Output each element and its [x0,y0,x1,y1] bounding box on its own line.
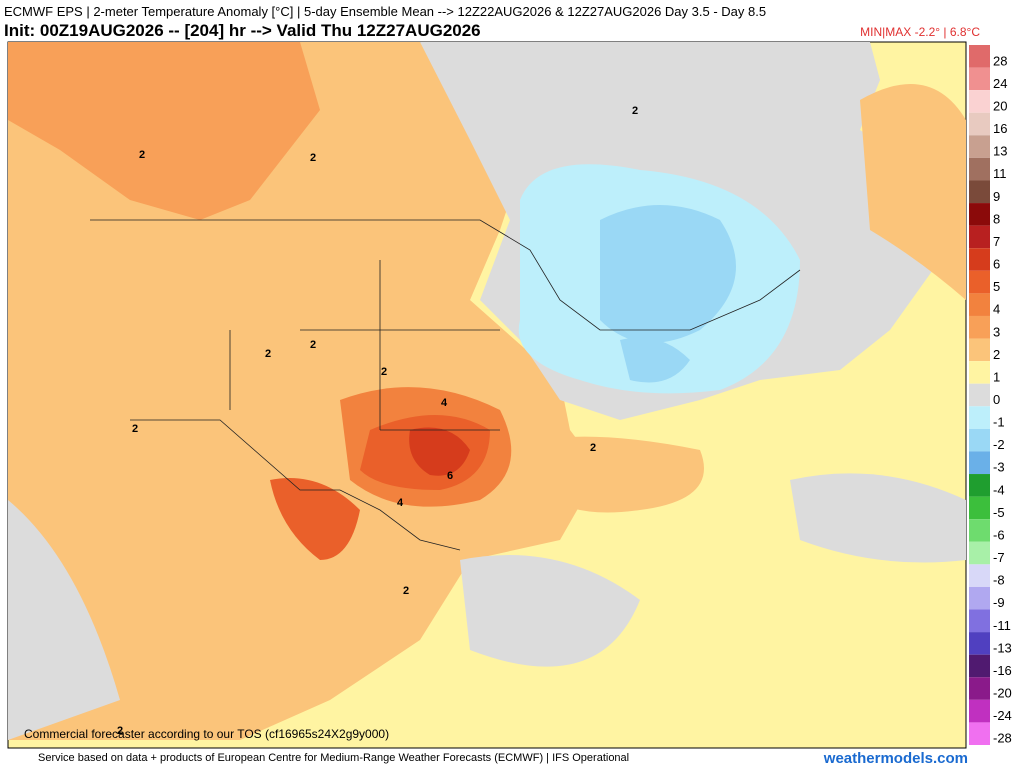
colorbar-label: -16 [993,663,1012,678]
colorbar-swatch [969,677,990,700]
contour-label: 2 [310,339,316,351]
colorbar-label: 20 [993,98,1007,113]
anomaly-fields [8,42,966,740]
subtitle: Init: 00Z19AUG2026 -- [204] hr --> Valid… [4,21,481,40]
contour-label: 2 [403,585,409,597]
brand[interactable]: weathermodels.com [823,750,968,767]
colorbar-label: 24 [993,76,1007,91]
colorbar-swatch [969,722,990,745]
colorbar: 28 24 20 16 13 11 9 8 7 6 5 4 3 2 1 0 -1 -2 -3 -4 -5 -6 -7 -8 -9… [969,45,1012,746]
min-max: MIN|MAX -2.2° | 6.8°C [860,25,980,39]
colorbar-label: 7 [993,234,1000,249]
colorbar-swatch [969,586,990,610]
colorbar-label: 3 [993,324,1000,339]
colorbar-label: -8 [993,573,1005,588]
colorbar-swatch [969,135,990,158]
contour-label: 4 [441,397,448,409]
footer-credit: Service based on data + products of Euro… [38,752,630,764]
contour-label: 2 [590,442,596,454]
colorbar-swatch [969,564,990,587]
colorbar-label: 16 [993,121,1007,136]
colorbar-swatch [969,383,990,407]
contour-label: 6 [447,470,453,482]
contour-label: 2 [381,366,387,378]
colorbar-swatch [969,519,990,542]
colorbar-label: -9 [993,595,1005,610]
colorbar-label: 4 [993,302,1000,317]
colorbar-swatch [969,203,990,226]
colorbar-swatch [969,451,990,475]
colorbar-swatch [969,45,990,68]
colorbar-swatch [969,496,990,520]
colorbar-label: -4 [993,482,1005,497]
contour-label: 2 [132,423,138,435]
colorbar-swatch [969,428,990,452]
colorbar-label: 2 [993,347,1000,362]
colorbar-label: 13 [993,144,1007,159]
colorbar-label: 0 [993,392,1000,407]
colorbar-label: -5 [993,505,1005,520]
contour-label: 2 [310,152,316,164]
contour-labels: 2 2 2 2 2 2 2 4 6 4 2 2 2 [117,105,638,737]
colorbar-swatch [969,541,990,565]
colorbar-label: 6 [993,257,1000,272]
colorbar-swatch [969,270,990,294]
contour-label: 2 [139,149,145,161]
colorbar-label: -3 [993,460,1005,475]
colorbar-swatch [969,180,990,204]
colorbar-label: -7 [993,550,1005,565]
contour-label: 2 [117,725,123,737]
colorbar-label: 11 [993,166,1007,181]
colorbar-label: -24 [993,708,1012,723]
colorbar-label: 28 [993,53,1007,68]
colorbar-label: 5 [993,279,1000,294]
colorbar-swatch [969,67,990,91]
colorbar-swatch [969,609,990,633]
colorbar-swatch [969,293,990,316]
colorbar-label: -28 [993,731,1012,746]
colorbar-swatch [969,315,990,339]
colorbar-label: -6 [993,527,1005,542]
colorbar-label: 8 [993,211,1000,226]
borders [90,219,801,551]
colorbar-label: -13 [993,640,1012,655]
colorbar-swatch [969,699,990,723]
colorbar-label: 9 [993,189,1000,204]
colorbar-swatch [969,90,990,113]
contour-label: 2 [632,105,638,117]
colorbar-label: -11 [993,618,1011,633]
colorbar-swatch [969,157,990,181]
colorbar-label: 1 [993,369,1000,384]
note: Commercial forecaster according to our T… [24,727,390,741]
colorbar-swatch [969,654,990,678]
colorbar-label: -20 [993,686,1012,701]
colorbar-swatch [969,632,990,655]
colorbar-swatch [969,406,990,429]
colorbar-swatch [969,112,990,136]
contour-label: 2 [265,348,271,360]
contour-label: 4 [397,497,404,509]
colorbar-swatch [969,474,990,497]
title: ECMWF EPS | 2-meter Temperature Anomaly … [4,4,767,19]
colorbar-swatch [969,338,990,362]
colorbar-swatch [969,225,990,249]
colorbar-label: -2 [993,437,1005,452]
colorbar-swatch [969,248,990,271]
colorbar-label: -1 [993,415,1005,430]
colorbar-swatch [969,361,990,384]
